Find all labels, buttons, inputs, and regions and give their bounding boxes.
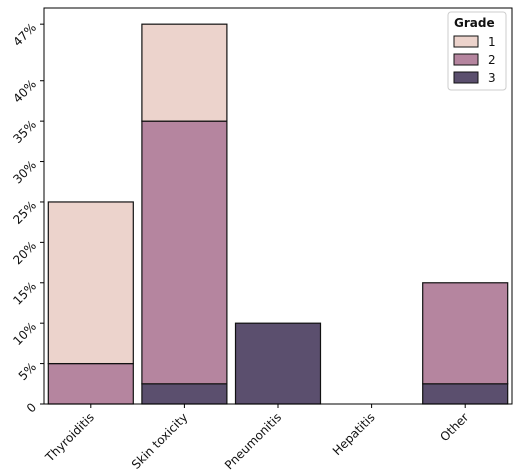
- legend-box: [447, 11, 507, 91]
- legend-items: 1 2 3: [453, 35, 496, 85]
- y-tick-label: 35%: [10, 117, 39, 146]
- bar-other-grade-3: [422, 383, 509, 405]
- bar-pneumonitis-grade-3: [234, 322, 322, 405]
- bar-other-grade-2: [422, 282, 509, 385]
- y-tick-label: 5%: [16, 360, 39, 383]
- legend-label-grade-1: 1: [488, 35, 496, 49]
- legend-title: Grade: [454, 16, 495, 30]
- legend-label-grade-3: 3: [488, 71, 496, 85]
- x-axis: Thyroiditis Skin toxicity Pneumonitis Hepat…: [42, 404, 471, 472]
- y-tick-label: 25%: [10, 198, 39, 227]
- y-tick-label: 20%: [10, 239, 39, 268]
- bars-layer: [47, 23, 509, 405]
- x-tick-label-skin-toxicity: Skin toxicity: [129, 410, 191, 472]
- y-tick-label: 30%: [10, 158, 39, 187]
- y-axis: 0 5% 10% 15% 20% 25% 30% 35% 40% 47%: [10, 20, 44, 416]
- bar-thyroiditis-grade-2: [47, 362, 134, 405]
- bar-skin-toxicity-grade-3: [141, 383, 228, 405]
- bar-skin-toxicity-grade-2: [141, 120, 228, 385]
- x-tick-label-pneumonitis: Pneumonitis: [222, 410, 284, 472]
- y-tick-label: 40%: [10, 77, 39, 106]
- legend-swatch-grade-2: [453, 53, 479, 66]
- y-tick-label: 0: [24, 400, 39, 415]
- x-tick-label-other: Other: [437, 410, 471, 444]
- legend-swatch-grade-1: [453, 35, 479, 48]
- legend-label-grade-2: 2: [488, 53, 496, 67]
- bar-thyroiditis-grade-1: [47, 201, 134, 365]
- legend: Grade 1 2 3: [447, 11, 507, 91]
- y-tick-label: 15%: [10, 279, 39, 308]
- y-tick-label: 47%: [10, 20, 39, 49]
- x-tick-label-hepatitis: Hepatitis: [330, 410, 378, 458]
- legend-swatch-grade-3: [453, 71, 479, 84]
- y-tick-label: 10%: [10, 319, 39, 348]
- bar-skin-toxicity-grade-1: [141, 23, 228, 122]
- plot-frame: [43, 7, 513, 405]
- x-tick-label-thyroiditis: Thyroiditis: [42, 410, 97, 465]
